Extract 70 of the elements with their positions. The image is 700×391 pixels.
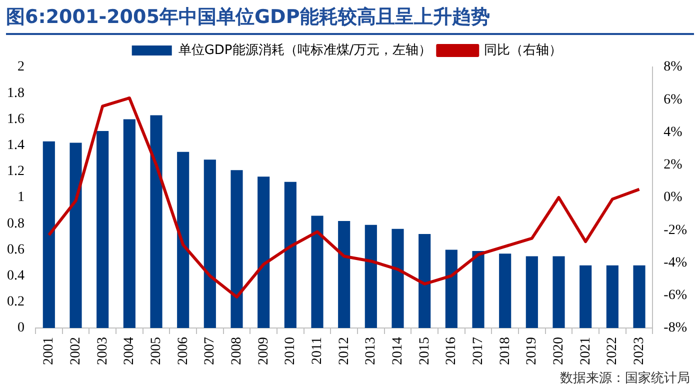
x-tick-label: 2006 — [176, 337, 191, 365]
x-tick-label: 2014 — [390, 337, 406, 365]
x-tick-label: 2004 — [122, 337, 138, 365]
y-tick-label: 2 — [18, 60, 24, 75]
x-tick-label: 2005 — [148, 337, 164, 365]
x-tick-label: 2001 — [42, 337, 57, 365]
bar — [230, 170, 243, 328]
x-tick-label: 2009 — [256, 337, 272, 365]
x-tick-label: 2003 — [95, 337, 110, 365]
bar — [96, 130, 109, 328]
y-tick-label: 1.4 — [7, 138, 24, 153]
y2-tick-label: 4% — [664, 124, 683, 140]
bar — [70, 142, 82, 328]
x-tick-label: 2008 — [229, 337, 244, 365]
bar — [580, 265, 592, 328]
x-tick-label: 2007 — [202, 337, 218, 365]
bar — [418, 234, 431, 328]
x-tick-label: 2018 — [498, 337, 513, 365]
y2-tick-label: -2% — [664, 222, 688, 238]
bar — [633, 265, 646, 328]
bar — [392, 228, 404, 328]
y-tick-label: 1.6 — [7, 112, 24, 127]
bar — [499, 254, 512, 328]
bar — [123, 119, 136, 328]
bar — [472, 251, 484, 328]
x-tick-label: 2002 — [68, 337, 84, 365]
x-tick-label: 2019 — [524, 337, 540, 365]
y-tick-label: 0.6 — [7, 242, 24, 258]
y-tick-label: 0.2 — [7, 294, 24, 310]
y2-tick-label: -8% — [664, 320, 688, 336]
x-tick-label: 2013 — [364, 337, 379, 365]
x-tick-label: 2015 — [417, 337, 432, 365]
y2-tick-label: -4% — [664, 255, 688, 270]
bar — [364, 224, 377, 328]
bar — [311, 216, 324, 328]
y-tick-label: 1.8 — [7, 86, 24, 101]
x-tick-label: 2011 — [310, 337, 325, 364]
bar — [552, 256, 565, 328]
bar — [338, 220, 350, 328]
y-tick-label: 1.2 — [7, 164, 24, 180]
bar — [177, 152, 190, 328]
bar — [150, 115, 162, 328]
x-tick-label: 2021 — [578, 337, 594, 365]
y2-tick-label: -6% — [664, 288, 688, 304]
bar — [204, 160, 216, 328]
bar — [42, 141, 55, 328]
y-tick-label: 0 — [18, 320, 24, 336]
x-tick-label: 2020 — [551, 337, 566, 365]
x-tick-label: 2017 — [470, 337, 486, 365]
bar — [284, 182, 296, 328]
y2-tick-label: 8% — [664, 60, 683, 75]
legend-label: 单位GDP能源消耗（吨标准煤/万元，左轴） — [178, 42, 432, 58]
x-tick-label: 2010 — [283, 337, 298, 365]
bar — [258, 176, 270, 328]
y2-tick-label: 6% — [664, 92, 683, 108]
x-tick-label: 2016 — [444, 337, 460, 365]
y-tick-label: 0.8 — [7, 216, 24, 232]
bar — [526, 256, 538, 328]
y2-tick-label: 0% — [664, 190, 683, 206]
legend-label: 同比（右轴） — [484, 42, 562, 58]
x-tick-label: 2023 — [632, 337, 647, 365]
y2-tick-label: 2% — [664, 158, 683, 173]
x-tick-label: 2012 — [336, 337, 352, 365]
chart-title: 图6:2001-2005年中国单位GDP能耗较高且呈上升趋势 — [6, 4, 694, 35]
bar — [445, 250, 458, 328]
x-tick-label: 2022 — [605, 337, 620, 365]
bar — [606, 265, 618, 328]
y-tick-label: 1 — [18, 190, 24, 206]
y-tick-label: 0.4 — [7, 268, 24, 284]
source-note: 数据来源：国家统计局 — [560, 370, 690, 387]
